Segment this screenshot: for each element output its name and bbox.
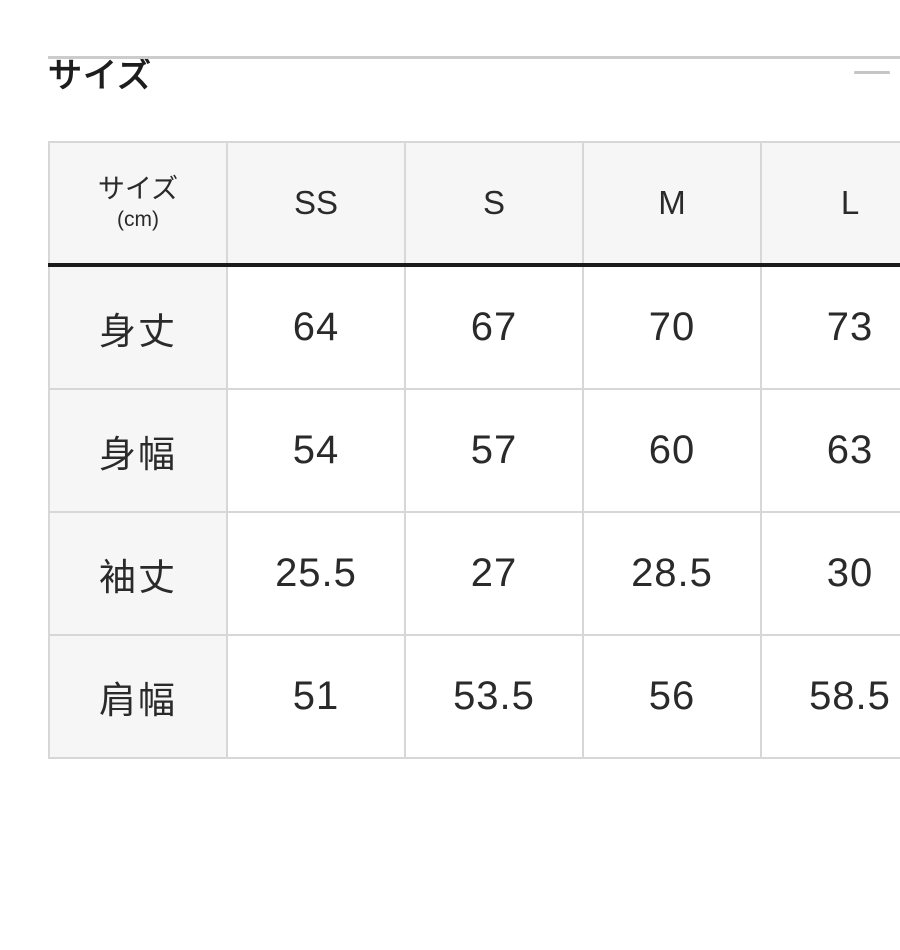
table-row-body-length: 身丈 64 67 70 73 — [48, 264, 900, 390]
table-row-body-width: 身幅 54 57 60 63 — [48, 388, 900, 513]
size-chart-scroll-area[interactable]: サイズ (cm) SS S M L 身丈 64 67 70 73 身幅 54 5… — [48, 141, 900, 759]
corner-header-label: サイズ — [97, 174, 179, 204]
size-value-cell: 54 — [226, 388, 406, 513]
size-value-cell: 27 — [404, 511, 584, 636]
column-header-s: S — [404, 141, 584, 267]
corner-header-unit: (cm) — [117, 208, 159, 231]
size-value-cell: 73 — [760, 264, 900, 390]
size-value-cell: 53.5 — [404, 634, 584, 759]
size-value-cell: 28.5 — [582, 511, 762, 636]
size-value-cell: 67 — [404, 264, 584, 390]
size-chart-table: サイズ (cm) SS S M L 身丈 64 67 70 73 身幅 54 5… — [48, 141, 900, 759]
column-header-l: L — [760, 141, 900, 267]
size-value-cell: 70 — [582, 264, 762, 390]
row-label: 肩幅 — [48, 634, 228, 759]
size-section-header[interactable]: サイズ — [48, 50, 890, 95]
size-value-cell: 51 — [226, 634, 406, 759]
size-value-cell: 58.5 — [760, 634, 900, 759]
size-value-cell: 57 — [404, 388, 584, 513]
section-title: サイズ — [48, 56, 152, 95]
size-value-cell: 56 — [582, 634, 762, 759]
column-header-ss: SS — [226, 141, 406, 267]
size-value-cell: 64 — [226, 264, 406, 390]
size-value-cell: 60 — [582, 388, 762, 513]
size-value-cell: 63 — [760, 388, 900, 513]
row-label: 身丈 — [48, 264, 228, 390]
row-label: 袖丈 — [48, 511, 228, 636]
table-row-sleeve-length: 袖丈 25.5 27 28.5 30 — [48, 511, 900, 636]
section-top-divider — [48, 56, 900, 59]
table-header-row: サイズ (cm) SS S M L — [48, 141, 900, 267]
column-header-m: M — [582, 141, 762, 267]
table-row-shoulder-width: 肩幅 51 53.5 56 58.5 — [48, 634, 900, 759]
row-label: 身幅 — [48, 388, 228, 513]
size-value-cell: 30 — [760, 511, 900, 636]
size-value-cell: 25.5 — [226, 511, 406, 636]
corner-header-cell: サイズ (cm) — [48, 141, 228, 267]
collapse-minus-icon[interactable] — [854, 70, 890, 74]
